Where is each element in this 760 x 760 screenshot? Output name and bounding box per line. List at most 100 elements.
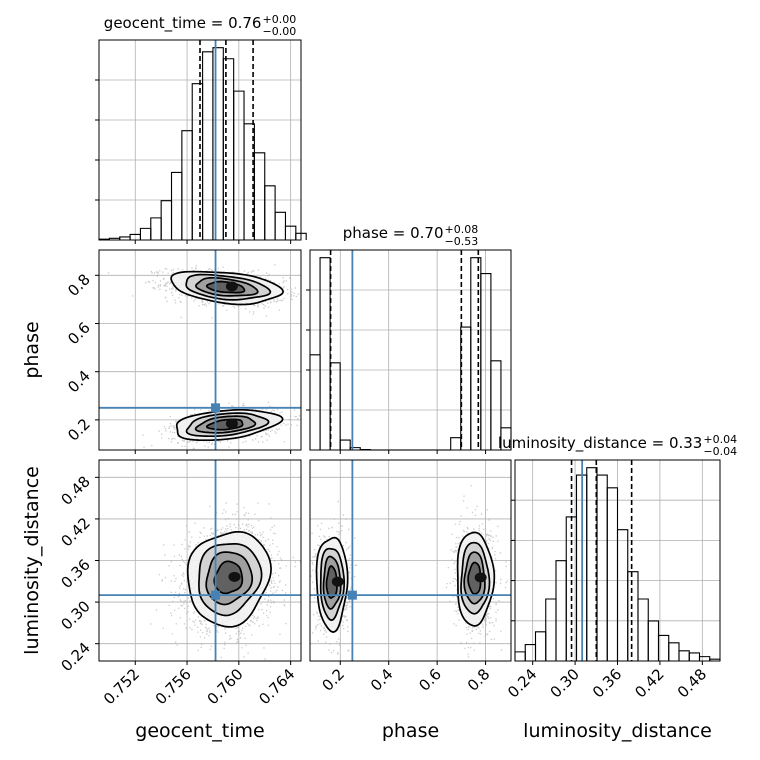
hist-bar-phase-2: [329, 362, 341, 450]
y-tick-label-luminosity_distance-4: 0.48: [57, 472, 93, 508]
x-tick-label-geocent_time-0: 0.752: [100, 665, 143, 708]
density-peak-geocent_time-phase-0: [225, 281, 238, 292]
hist-bar-luminosity_distance-8: [596, 474, 608, 661]
density-peak-phase-luminosity_distance-1: [474, 572, 487, 583]
y-tick-label-luminosity_distance-1: 0.30: [57, 597, 93, 633]
contour-geocent_time-luminosity_distance-0-3: [213, 560, 244, 595]
x-tick-label-phase-1: 0.4: [367, 665, 397, 695]
x-tick-label-phase-2: 0.6: [415, 665, 445, 695]
hist-bar-luminosity_distance-2: [534, 631, 547, 661]
y-tick-label-luminosity_distance-3: 0.42: [57, 514, 93, 550]
y-tick-label-phase-0: 0.2: [64, 415, 94, 445]
truth-marker-geocent_time-luminosity_distance: [211, 590, 221, 600]
hist-bar-luminosity_distance-13: [647, 620, 660, 661]
title-geocent_time: geocent_time = 0.76 +0.00−0.00: [104, 13, 296, 38]
truth-marker-geocent_time-phase: [211, 403, 221, 413]
x-tick-label-luminosity_distance-3: 0.42: [631, 665, 667, 701]
x-axis-label-phase: phase: [382, 720, 439, 742]
hist-bar-luminosity_distance-1: [524, 644, 537, 661]
hist-bar-luminosity_distance-9: [606, 487, 619, 661]
x-tick-label-geocent_time-3: 0.764: [255, 665, 298, 708]
hist-bar-phase-4: [349, 447, 361, 450]
x-tick-label-luminosity_distance-2: 0.36: [589, 665, 625, 701]
hist-bar-phase-18: [490, 360, 502, 450]
frame-geocent_time: [98, 39, 302, 241]
x-tick-label-geocent_time-1: 0.756: [152, 665, 195, 708]
title-main-luminosity_distance: luminosity_distance = 0.33: [498, 434, 702, 453]
hist-bar-geocent_time-15: [253, 152, 266, 240]
x-ticks-0-0: [134, 240, 292, 244]
hist-bar-geocent_time-9: [191, 83, 204, 240]
hist-bar-geocent_time-7: [170, 171, 183, 240]
frame-phase-luminosity_distance: [309, 459, 512, 662]
hist-bar-luminosity_distance-16: [678, 650, 690, 661]
y-tick-label-luminosity_distance-2: 0.36: [57, 556, 93, 592]
density-peak-geocent_time-luminosity_distance-0: [228, 571, 241, 582]
density-panel-phase-luminosity_distance: [309, 459, 512, 662]
y-tick-label-phase-3: 0.8: [64, 270, 94, 300]
title-luminosity_distance: luminosity_distance = 0.33 +0.04−0.04: [498, 433, 737, 458]
x-tick-label-luminosity_distance-1: 0.30: [547, 665, 583, 701]
hist-bar-luminosity_distance-7: [586, 467, 598, 661]
x-axis-label-luminosity_distance: luminosity_distance: [523, 720, 712, 742]
hist-bar-phase-16: [470, 257, 482, 450]
title-main-phase: phase = 0.70: [343, 224, 444, 242]
title-minus-luminosity_distance: −0.04: [703, 445, 737, 458]
hist-bar-geocent_time-5: [150, 217, 162, 240]
x-axis-label-geocent_time: geocent_time: [135, 720, 264, 742]
hist-bar-luminosity_distance-4: [555, 560, 567, 661]
title-minus-phase: −0.53: [445, 235, 479, 248]
title-main-geocent_time: geocent_time = 0.76: [104, 14, 262, 33]
x-tick-label-phase-3: 0.8: [464, 665, 494, 695]
hist-panel-luminosity_distance: [511, 459, 721, 662]
truth-marker-phase-luminosity_distance: [347, 590, 357, 600]
contour-phase-luminosity_distance-1-3: [467, 561, 482, 595]
x-tick-label-luminosity_distance-4: 0.48: [674, 665, 710, 701]
hist-bar-phase-3: [339, 439, 351, 450]
x-tick-label-phase-0: 0.2: [319, 665, 349, 695]
y-axis-label-phase: phase: [21, 321, 43, 378]
x-ticks-1-0: [134, 450, 292, 454]
hist-bar-luminosity_distance-11: [627, 571, 639, 661]
hist-bar-luminosity_distance-3: [545, 598, 557, 661]
x-ticks-2-1: [339, 661, 487, 665]
hist-bar-luminosity_distance-0: [514, 651, 526, 661]
hist-bar-geocent_time-17: [274, 211, 287, 240]
frame-phase: [309, 249, 512, 451]
hist-bar-luminosity_distance-15: [668, 642, 680, 661]
x-tick-label-geocent_time-2: 0.760: [204, 665, 247, 708]
hist-bar-geocent_time-16: [264, 185, 276, 240]
hist-bar-geocent_time-4: [139, 227, 152, 240]
hist-bar-phase-0: [309, 354, 321, 450]
y-tick-label-phase-1: 0.4: [64, 367, 94, 397]
y-tick-label-phase-2: 0.6: [64, 319, 94, 349]
hist-bar-geocent_time-11: [212, 47, 224, 240]
y-axis-label-luminosity_distance: luminosity_distance: [21, 466, 43, 655]
hist-bar-phase-14: [450, 437, 462, 450]
title-plus-geocent_time: +0.00: [262, 13, 296, 26]
title-minus-geocent_time: −0.00: [262, 25, 296, 38]
frame-geocent_time-phase: [98, 249, 302, 451]
title-plus-luminosity_distance: +0.04: [703, 433, 737, 446]
hist-bar-geocent_time-12: [222, 58, 235, 240]
density-peak-geocent_time-phase-1: [225, 418, 238, 429]
hist-panel-phase: [306, 249, 512, 451]
hist-panel-geocent_time: [95, 39, 307, 241]
hist-bar-luminosity_distance-18: [698, 656, 711, 661]
hist-bar-geocent_time-14: [243, 123, 255, 240]
hist-bar-luminosity_distance-12: [637, 598, 649, 661]
x-ticks-1-1: [339, 450, 487, 454]
hist-bar-phase-15: [460, 326, 472, 450]
density-panel-geocent_time-phase: [95, 249, 302, 451]
title-phase: phase = 0.70 +0.08−0.53: [343, 223, 479, 248]
density-panel-geocent_time-luminosity_distance: [95, 459, 302, 662]
y-tick-label-luminosity_distance-0: 0.24: [57, 639, 93, 675]
hist-bar-luminosity_distance-10: [616, 529, 629, 661]
hist-bar-phase-1: [319, 257, 331, 450]
x-ticks-2-0: [134, 661, 292, 665]
x-ticks-2-2: [532, 661, 703, 665]
hist-bar-geocent_time-6: [160, 200, 173, 240]
x-tick-label-luminosity_distance-0: 0.24: [504, 665, 540, 701]
hist-bar-luminosity_distance-17: [688, 652, 701, 661]
